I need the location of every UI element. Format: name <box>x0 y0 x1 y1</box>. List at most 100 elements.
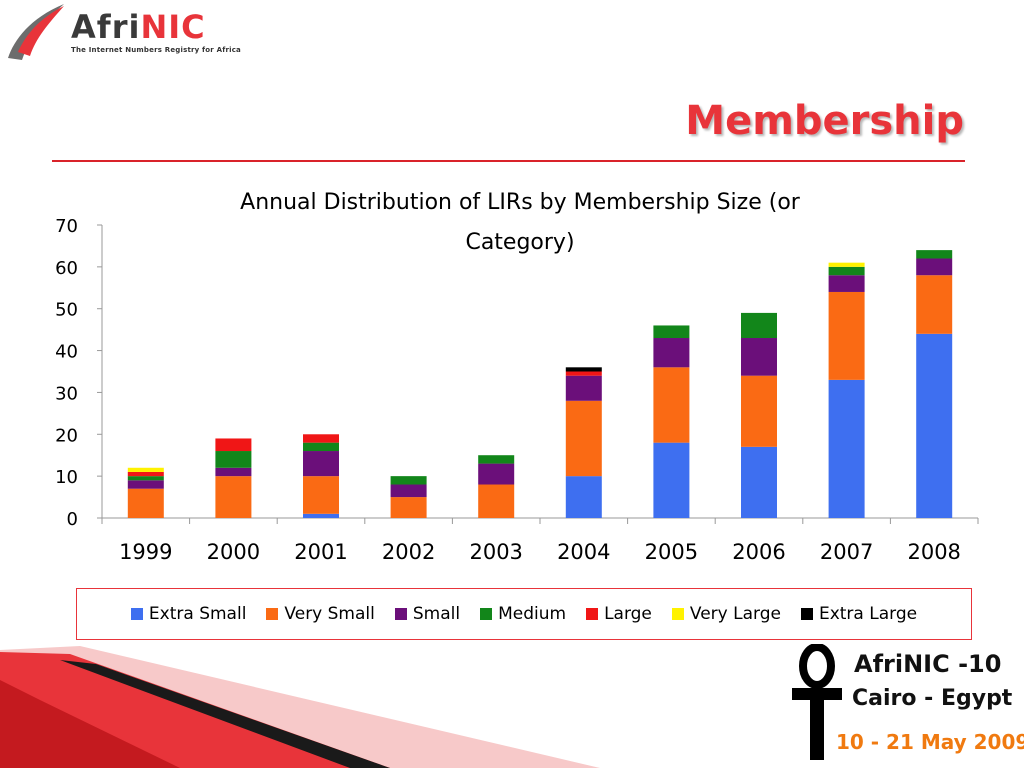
bar-stack-2008 <box>916 250 953 518</box>
bar-stack-1999 <box>127 467 164 518</box>
legend-label: Very Small <box>284 604 375 624</box>
legend-item-small: Small <box>394 604 461 624</box>
legend-swatch <box>586 608 599 620</box>
bar-stacks <box>127 250 953 518</box>
y-tick-label: 50 <box>55 300 78 321</box>
bar-segment-very-small <box>741 375 777 447</box>
legend-label: Very Large <box>689 604 781 624</box>
bar-segment-small <box>215 467 252 477</box>
bar-segment-very-small <box>653 367 690 443</box>
x-tick-label: 2006 <box>732 540 785 564</box>
x-tick-label: 2008 <box>907 540 960 564</box>
afrinic-logo: AfriNIC The Internet Numbers Registry fo… <box>4 2 244 64</box>
bar-segment-medium <box>303 442 339 452</box>
legend-swatch <box>671 608 684 620</box>
legend-item-medium: Medium <box>480 604 566 624</box>
bar-stack-2006 <box>741 312 777 518</box>
bar-segment-medium <box>127 476 164 481</box>
bar-segment-very-large <box>828 262 865 267</box>
x-tick-label: 1999 <box>119 540 172 564</box>
bar-segment-small <box>741 338 777 376</box>
chart: Annual Distribution of LIRs by Membershi… <box>55 190 979 564</box>
bar-segment-medium <box>215 451 252 468</box>
y-axis: 0 10 20 30 40 50 60 70 <box>55 216 103 530</box>
y-tick-label: 70 <box>55 216 78 237</box>
y-tick-label: 60 <box>55 258 78 279</box>
bar-segment-very-small <box>565 400 602 477</box>
legend-label: Small <box>412 604 461 624</box>
chart-legend: Extra Small Very Small Small Medium Large Ver… <box>76 588 972 640</box>
bar-segment-extra-large <box>565 367 602 372</box>
x-tick-label: 2007 <box>820 540 873 564</box>
decorative-swoosh <box>0 646 600 768</box>
bar-stack-2007 <box>828 262 865 518</box>
bar-segment-medium <box>478 455 515 464</box>
bar-segment-small <box>303 451 339 477</box>
bar-segment-extra-small <box>303 513 339 518</box>
x-tick-label: 2005 <box>645 540 698 564</box>
legend-swatch <box>800 608 813 620</box>
legend-label: Large <box>604 604 652 624</box>
bar-segment-very-small <box>828 291 865 380</box>
bar-segment-small <box>653 338 690 368</box>
x-tick-label: 2002 <box>382 540 435 564</box>
event-location: Cairo - Egypt <box>852 686 1013 711</box>
page-title: Membership <box>685 98 964 144</box>
bar-segment-medium <box>653 325 690 339</box>
bar-stack-2001 <box>303 434 339 518</box>
legend-swatch <box>130 608 143 620</box>
legend-item-extra-large: Extra Large <box>800 604 918 624</box>
bar-segment-small <box>127 480 164 489</box>
ankh-icon <box>792 644 842 760</box>
bar-segment-large <box>215 438 252 452</box>
bar-segment-extra-small <box>565 476 602 518</box>
bar-stack-2000 <box>215 438 252 518</box>
y-tick-label: 0 <box>67 509 78 530</box>
legend-swatch <box>394 608 407 620</box>
logo-tagline: The Internet Numbers Registry for Africa <box>71 46 241 54</box>
y-tick-label: 10 <box>55 467 78 488</box>
bar-segment-very-small <box>478 484 515 518</box>
bar-segment-very-small <box>215 476 252 518</box>
bar-stack-2005 <box>653 325 690 518</box>
bar-segment-medium <box>916 250 953 259</box>
event-badge: AfriNIC -10 Cairo - Egypt 10 - 21 May 20… <box>790 644 1024 766</box>
x-tick-label: 2001 <box>294 540 347 564</box>
event-name: AfriNIC -10 <box>854 650 1002 678</box>
bar-segment-small <box>565 375 602 401</box>
chart-title-line-2: Category) <box>465 230 574 255</box>
legend-item-large: Large <box>586 604 652 624</box>
bar-segment-very-large <box>127 467 164 472</box>
bar-segment-very-small <box>303 476 339 514</box>
event-dates: 10 - 21 May 2009 <box>836 730 1024 754</box>
bar-segment-extra-small <box>828 379 865 518</box>
legend-item-very-small: Very Small <box>266 604 375 624</box>
bar-segment-small <box>390 484 427 498</box>
bar-segment-small <box>828 275 865 292</box>
logo-wordmark: AfriNIC <box>71 8 206 46</box>
legend-swatch <box>266 608 279 620</box>
bar-segment-small <box>916 258 953 276</box>
legend-item-very-large: Very Large <box>671 604 781 624</box>
bar-segment-medium <box>741 312 777 339</box>
legend-label: Extra Large <box>818 604 918 624</box>
y-tick-label: 40 <box>55 342 78 363</box>
bar-stack-2002 <box>390 476 427 518</box>
legend-label: Medium <box>498 604 567 624</box>
title-divider <box>52 160 965 162</box>
bar-segment-very-small <box>390 497 427 518</box>
bar-segment-very-small <box>127 488 164 518</box>
bar-segment-large <box>303 434 339 443</box>
bar-segment-small <box>478 463 515 485</box>
bar-stack-2004 <box>565 367 602 518</box>
legend-label: Extra Small <box>148 604 247 624</box>
x-tick-label: 2003 <box>469 540 522 564</box>
x-axis: 1999 2000 2001 2002 2003 2004 2005 2006 2007 2008 <box>101 517 979 564</box>
y-tick-label: 30 <box>55 383 78 404</box>
bar-segment-medium <box>390 476 427 485</box>
bar-segment-medium <box>828 266 865 276</box>
bar-segment-large <box>127 471 164 477</box>
bar-segment-very-small <box>916 275 953 334</box>
bar-segment-extra-small <box>653 442 690 518</box>
legend-item-extra-small: Extra Small <box>130 604 247 624</box>
